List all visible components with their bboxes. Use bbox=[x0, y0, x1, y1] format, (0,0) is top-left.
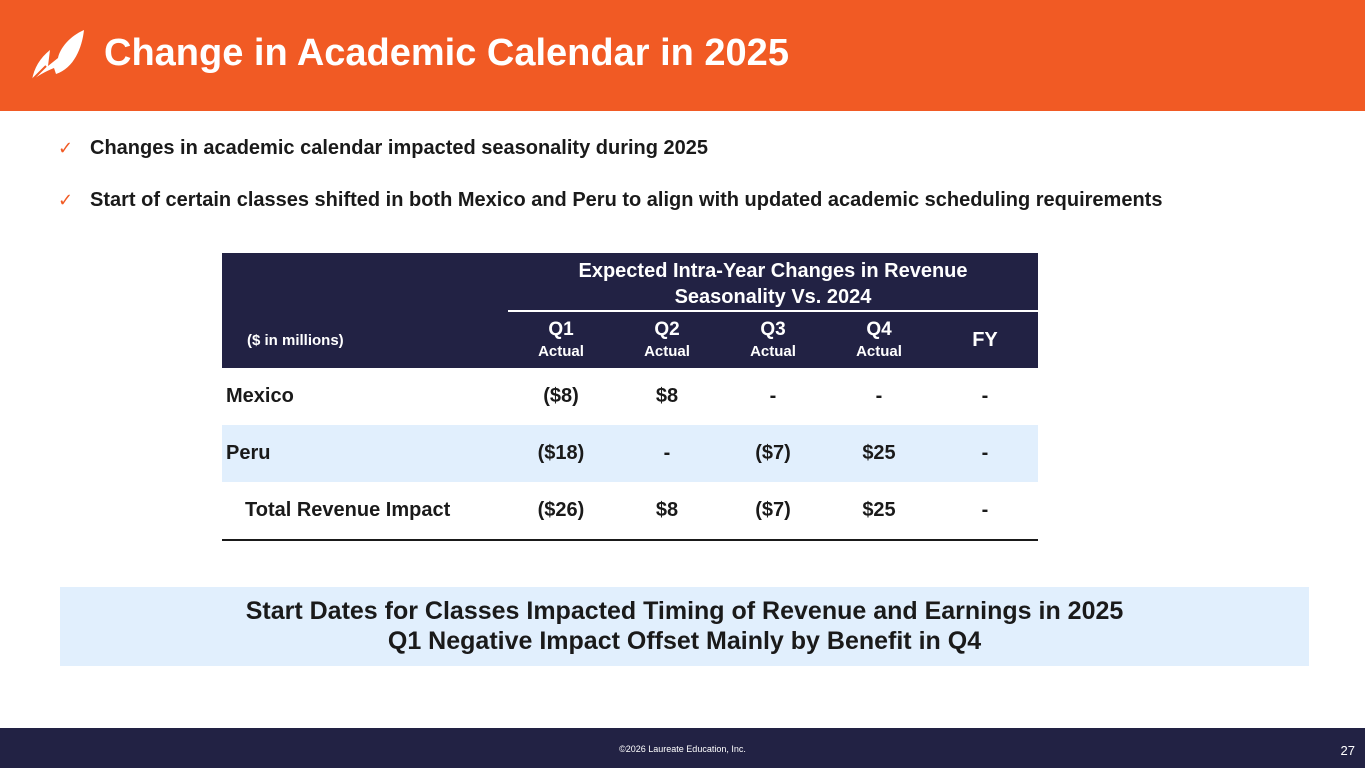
column-header-q1: Q1 Actual bbox=[508, 319, 614, 363]
column-header-q4: Q4 Actual bbox=[826, 319, 932, 363]
header-bar: Change in Academic Calendar in 2025 bbox=[0, 0, 1365, 111]
table-cell: ($18) bbox=[537, 442, 585, 464]
table-cell: $8 bbox=[655, 385, 679, 407]
copyright-text: ©2026 Laureate Education, Inc. bbox=[619, 744, 746, 754]
column-label: Q2 bbox=[654, 319, 680, 340]
bullet-item: ✓ Start of certain classes shifted in bot… bbox=[58, 189, 1162, 212]
group-title-line: Expected Intra-Year Changes in Revenue bbox=[578, 260, 968, 282]
unit-label: ($ in millions) bbox=[247, 332, 344, 349]
table-row: Mexico ($8) $8 - - - bbox=[222, 368, 1038, 425]
table-cell: - bbox=[663, 442, 671, 464]
header-divider bbox=[508, 310, 1038, 312]
table-cell: - bbox=[981, 442, 989, 464]
table-cell: ($26) bbox=[537, 499, 585, 521]
row-label: Mexico bbox=[226, 385, 294, 407]
table-cell: - bbox=[981, 385, 989, 407]
callout-line: Start Dates for Classes Impacted Timing … bbox=[245, 597, 1124, 625]
column-header-fy: FY bbox=[972, 329, 998, 351]
page-title: Change in Academic Calendar in 2025 bbox=[104, 32, 789, 74]
table-cell: $25 bbox=[862, 442, 896, 464]
summary-callout: Start Dates for Classes Impacted Timing … bbox=[60, 587, 1309, 666]
bullet-text: Changes in academic calendar impacted se… bbox=[90, 137, 709, 159]
table-cell: ($7) bbox=[755, 499, 791, 521]
table-cell: - bbox=[769, 385, 777, 407]
leaf-logo-icon bbox=[31, 30, 84, 81]
group-title-line: Seasonality Vs. 2024 bbox=[674, 286, 872, 308]
table-row: Peru ($18) - ($7) $25 - bbox=[222, 425, 1038, 482]
row-label: Peru bbox=[226, 442, 271, 464]
table-cell: $25 bbox=[862, 499, 896, 521]
column-label: Q3 bbox=[760, 319, 786, 340]
column-sublabel: Actual bbox=[856, 343, 902, 360]
table-total-row: Total Revenue Impact ($26) $8 ($7) $25 - bbox=[222, 482, 1038, 541]
callout-line: Q1 Negative Impact Offset Mainly by Bene… bbox=[387, 627, 982, 655]
column-header-q3: Q3 Actual bbox=[720, 319, 826, 363]
column-header-q2: Q2 Actual bbox=[614, 319, 720, 363]
column-group-title: Expected Intra-Year Changes in Revenue S… bbox=[508, 258, 1038, 310]
bullet-item: ✓ Changes in academic calendar impacted s… bbox=[58, 137, 708, 160]
column-sublabel: Actual bbox=[750, 343, 796, 360]
table-cell: ($8) bbox=[543, 385, 579, 407]
column-label: Q1 bbox=[548, 319, 574, 340]
table-cell: - bbox=[981, 499, 989, 521]
footer-bar: ©2026 Laureate Education, Inc. 27 bbox=[0, 728, 1365, 768]
check-icon: ✓ bbox=[58, 138, 74, 159]
row-label: Total Revenue Impact bbox=[245, 499, 451, 521]
table-header: Expected Intra-Year Changes in Revenue S… bbox=[222, 253, 1038, 368]
table-cell: ($7) bbox=[755, 442, 791, 464]
column-sublabel: Actual bbox=[538, 343, 584, 360]
column-label: Q4 bbox=[866, 319, 892, 340]
bullet-text: Start of certain classes shifted in both… bbox=[90, 189, 1163, 211]
check-icon: ✓ bbox=[58, 190, 74, 211]
page-number: 27 bbox=[1340, 743, 1355, 758]
table-cell: $8 bbox=[655, 499, 679, 521]
table-cell: - bbox=[875, 385, 883, 407]
column-sublabel: Actual bbox=[644, 343, 690, 360]
